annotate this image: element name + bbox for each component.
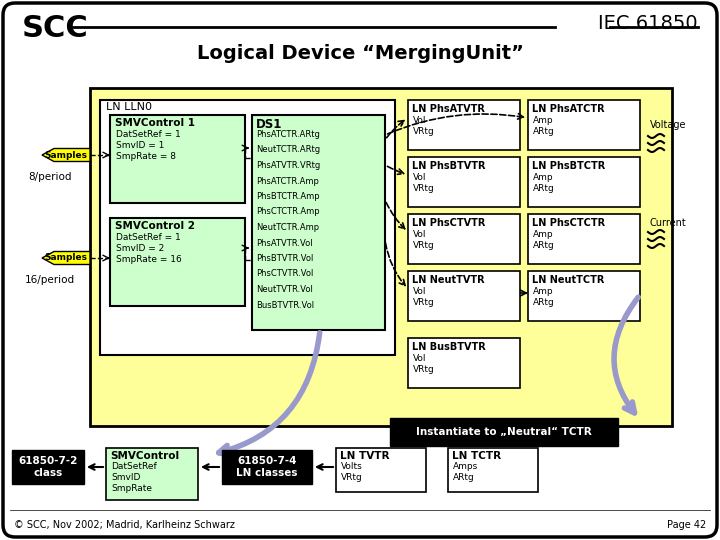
Text: LN LLN0: LN LLN0 (106, 102, 152, 112)
Text: Current: Current (650, 218, 687, 228)
Text: DatSetRef = 1: DatSetRef = 1 (116, 130, 181, 139)
Text: BusBTVTR.Vol: BusBTVTR.Vol (256, 300, 314, 309)
Text: LN PhsCTCTR: LN PhsCTCTR (532, 218, 605, 228)
Text: Vol: Vol (413, 116, 426, 125)
Bar (390, 418, 618, 446)
Text: ARtg: ARtg (533, 298, 554, 307)
Text: IEC 61850: IEC 61850 (598, 14, 698, 33)
Text: LN PhsATCTR: LN PhsATCTR (532, 104, 605, 114)
Text: NeutTCTR.Amp: NeutTCTR.Amp (256, 223, 319, 232)
Text: Samples: Samples (45, 253, 88, 262)
Bar (408, 214, 520, 264)
Text: Vol: Vol (413, 354, 426, 363)
Text: 61850-7-2
class: 61850-7-2 class (18, 456, 78, 478)
Text: ARtg: ARtg (533, 241, 554, 250)
Text: VRtg: VRtg (341, 473, 363, 482)
Text: LN PhsBTCTR: LN PhsBTCTR (532, 161, 606, 171)
FancyArrowPatch shape (219, 333, 320, 455)
Text: PhsATVTR.Vol: PhsATVTR.Vol (256, 239, 312, 247)
Text: NeutTCTR.ARtg: NeutTCTR.ARtg (256, 145, 320, 154)
Bar (528, 100, 640, 150)
Text: VRtg: VRtg (413, 127, 435, 136)
Text: LN NeutTVTR: LN NeutTVTR (412, 275, 485, 285)
Bar (222, 450, 312, 484)
Bar (528, 157, 640, 207)
Text: LN TVTR: LN TVTR (340, 451, 390, 461)
Text: Logical Device “MergingUnit”: Logical Device “MergingUnit” (197, 44, 523, 63)
Text: LN PhsATVTR: LN PhsATVTR (412, 104, 485, 114)
Text: Vol: Vol (413, 173, 426, 182)
FancyArrow shape (42, 252, 90, 265)
Text: SmvID = 2: SmvID = 2 (116, 244, 164, 253)
Bar (100, 100, 395, 355)
Text: Amp: Amp (533, 173, 554, 182)
Bar (408, 271, 520, 321)
Text: SMVControl 2: SMVControl 2 (115, 221, 195, 231)
Bar (336, 448, 426, 492)
Bar (110, 218, 245, 306)
Text: Vol: Vol (413, 287, 426, 296)
Text: 8/period: 8/period (28, 172, 72, 182)
Text: VRtg: VRtg (413, 298, 435, 307)
Text: NeutTVTR.Vol: NeutTVTR.Vol (256, 285, 313, 294)
Text: © SCC, Nov 2002; Madrid, Karlheinz Schwarz: © SCC, Nov 2002; Madrid, Karlheinz Schwa… (14, 520, 235, 530)
Text: PhsATVTR.VRtg: PhsATVTR.VRtg (256, 161, 320, 170)
Text: 16/period: 16/period (25, 275, 75, 285)
Text: VRtg: VRtg (413, 241, 435, 250)
Text: DatSetRef = 1: DatSetRef = 1 (116, 233, 181, 242)
Text: ARtg: ARtg (453, 473, 474, 482)
Text: SmvID: SmvID (111, 473, 140, 482)
Text: SMVControl: SMVControl (110, 451, 179, 461)
Text: VRtg: VRtg (413, 365, 435, 374)
Text: PhsCTCTR.Amp: PhsCTCTR.Amp (256, 207, 320, 217)
Text: Amp: Amp (533, 230, 554, 239)
Text: Voltage: Voltage (650, 120, 686, 130)
Text: PhsATCTR.ARtg: PhsATCTR.ARtg (256, 130, 320, 139)
Bar (12, 450, 84, 484)
Text: PhsBTCTR.Amp: PhsBTCTR.Amp (256, 192, 320, 201)
Text: DatSetRef: DatSetRef (111, 462, 157, 471)
Bar (106, 448, 198, 500)
Text: SCC: SCC (22, 14, 89, 43)
Text: LN NeutTCTR: LN NeutTCTR (532, 275, 604, 285)
Text: LN PhsCTVTR: LN PhsCTVTR (412, 218, 485, 228)
Text: 61850-7-4
LN classes: 61850-7-4 LN classes (236, 456, 298, 478)
Bar (448, 448, 538, 492)
Bar (408, 338, 520, 388)
FancyArrow shape (42, 148, 90, 161)
Text: Page 42: Page 42 (667, 520, 706, 530)
Text: SmpRate = 16: SmpRate = 16 (116, 255, 181, 264)
Bar (528, 271, 640, 321)
Text: PhsCTVTR.Vol: PhsCTVTR.Vol (256, 269, 313, 279)
Text: SmpRate = 8: SmpRate = 8 (116, 152, 176, 161)
Text: Instantiate to „Neutral“ TCTR: Instantiate to „Neutral“ TCTR (416, 427, 592, 437)
Text: VRtg: VRtg (413, 184, 435, 193)
Bar (408, 157, 520, 207)
FancyBboxPatch shape (3, 3, 717, 537)
Text: Volts: Volts (341, 462, 363, 471)
Text: PhsBTVTR.Vol: PhsBTVTR.Vol (256, 254, 313, 263)
Text: SMVControl 1: SMVControl 1 (115, 118, 195, 128)
Text: SmvID = 1: SmvID = 1 (116, 141, 164, 150)
Text: Amps: Amps (453, 462, 478, 471)
Text: Samples: Samples (45, 151, 88, 159)
Text: LN BusBTVTR: LN BusBTVTR (412, 342, 486, 352)
Bar (110, 115, 245, 203)
Text: Vol: Vol (413, 230, 426, 239)
Text: DS1: DS1 (256, 118, 282, 131)
Text: PhsATCTR.Amp: PhsATCTR.Amp (256, 177, 319, 186)
Text: Amp: Amp (533, 116, 554, 125)
Text: Amp: Amp (533, 287, 554, 296)
Text: SmpRate: SmpRate (111, 484, 152, 493)
Text: LN TCTR: LN TCTR (452, 451, 501, 461)
Bar (528, 214, 640, 264)
FancyArrowPatch shape (614, 297, 639, 413)
Text: ARtg: ARtg (533, 184, 554, 193)
Text: ARtg: ARtg (533, 127, 554, 136)
Bar (408, 100, 520, 150)
Bar (90, 88, 672, 426)
Text: LN PhsBTVTR: LN PhsBTVTR (412, 161, 485, 171)
Bar (252, 115, 385, 330)
